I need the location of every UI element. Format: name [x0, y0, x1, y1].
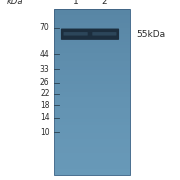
Text: 22: 22 [40, 89, 50, 98]
Bar [54, 61, 130, 64]
Text: 2: 2 [102, 0, 107, 6]
Text: 70: 70 [40, 23, 50, 32]
Bar [54, 9, 130, 12]
Bar [54, 122, 130, 125]
Bar [54, 78, 130, 81]
Bar [54, 106, 130, 108]
Bar [54, 125, 130, 128]
Bar [54, 20, 130, 23]
Bar [54, 128, 130, 130]
Bar [54, 37, 130, 39]
FancyBboxPatch shape [61, 28, 90, 40]
Bar [54, 59, 130, 61]
Bar [54, 39, 130, 42]
Bar [54, 130, 130, 133]
FancyBboxPatch shape [92, 32, 116, 35]
Bar [54, 53, 130, 56]
Bar [54, 70, 130, 73]
Text: 1: 1 [73, 0, 78, 6]
FancyBboxPatch shape [90, 28, 119, 40]
Bar [54, 161, 130, 164]
Text: 10: 10 [40, 128, 50, 137]
Bar [54, 67, 130, 70]
Text: 18: 18 [40, 101, 50, 110]
Bar [54, 147, 130, 150]
Bar [54, 56, 130, 59]
Bar [54, 17, 130, 20]
Bar [54, 45, 130, 48]
Bar [54, 42, 130, 45]
Bar [54, 117, 130, 119]
Bar [54, 73, 130, 75]
Bar [54, 111, 130, 114]
Bar [54, 155, 130, 158]
FancyBboxPatch shape [64, 32, 88, 35]
Text: 14: 14 [40, 113, 50, 122]
Bar [54, 92, 130, 94]
Bar [54, 12, 130, 15]
Bar [54, 34, 130, 37]
Bar [54, 164, 130, 166]
Text: 33: 33 [40, 65, 50, 74]
Bar [54, 100, 130, 103]
Bar [54, 141, 130, 144]
Bar [54, 81, 130, 84]
Bar [54, 119, 130, 122]
Bar [54, 152, 130, 155]
Bar [54, 31, 130, 34]
Bar [54, 26, 130, 28]
Bar [54, 86, 130, 89]
Bar [54, 158, 130, 161]
Bar [54, 84, 130, 86]
Text: 44: 44 [40, 50, 50, 59]
Bar [54, 89, 130, 92]
Bar [54, 108, 130, 111]
Bar [54, 15, 130, 17]
Bar [54, 28, 130, 31]
Bar [54, 103, 130, 106]
Bar [54, 169, 130, 172]
Bar [54, 48, 130, 50]
Bar [54, 114, 130, 117]
Bar [54, 75, 130, 78]
Bar [54, 50, 130, 53]
Bar [54, 97, 130, 100]
Bar [54, 150, 130, 152]
Bar [54, 136, 130, 139]
Text: 55kDa: 55kDa [136, 30, 165, 39]
Bar [54, 144, 130, 147]
Bar [54, 94, 130, 97]
Bar [54, 166, 130, 169]
Text: kDa: kDa [7, 0, 24, 6]
Bar [54, 9, 130, 175]
Bar [54, 23, 130, 26]
Text: 26: 26 [40, 78, 50, 87]
Bar [54, 133, 130, 136]
Bar [54, 139, 130, 141]
Bar [54, 64, 130, 67]
Bar [54, 172, 130, 175]
